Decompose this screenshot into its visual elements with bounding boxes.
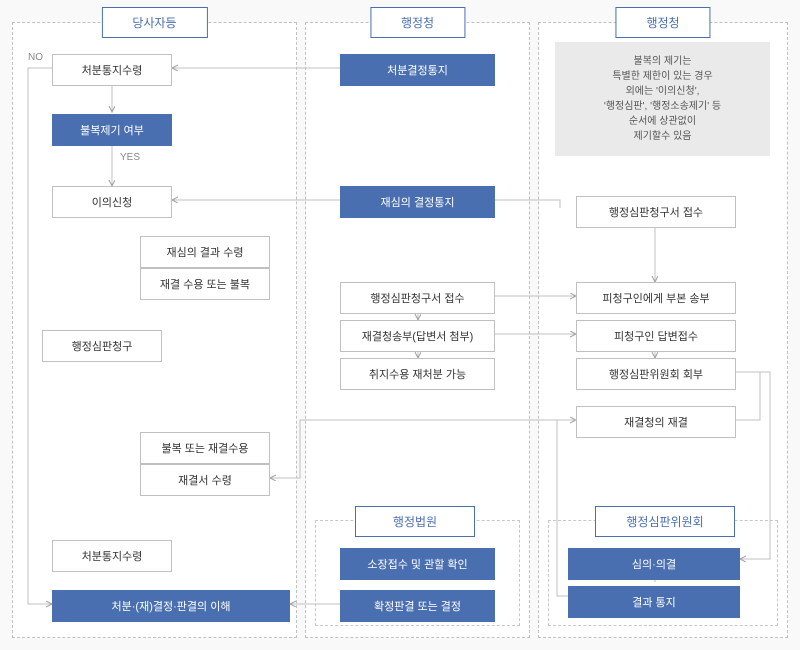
diagram-container: 당사자등 행정청 행정청 행정법원 행정심판위원회	[0, 0, 800, 650]
box-authority-decision: 재결청의 재결	[576, 406, 736, 438]
box-disposition-notice: 처분결정통지	[340, 54, 495, 86]
box-appeal-decision: 불복제기 여부	[52, 114, 172, 146]
box-understand-decision: 처분·(재)결정·판결의 이해	[52, 590, 290, 622]
box-appeal-receipt: 행정심판청구서 접수	[576, 196, 736, 228]
box-objection: 이의신청	[52, 186, 172, 218]
box-admin-appeal: 행정심판청구	[42, 330, 162, 362]
box-committee-refer: 행정심판위원회 회부	[576, 358, 736, 390]
box-receive-notice: 처분통지수령	[52, 54, 172, 86]
label-no: NO	[28, 52, 43, 63]
col3-header: 행정청	[615, 7, 710, 38]
box-receive-notice2: 처분통지수령	[52, 540, 172, 572]
box-redisposition: 취지수용 재처분 가능	[340, 358, 495, 390]
col2-header: 행정청	[370, 7, 465, 38]
box-decision-copy: 재결서 수령	[140, 464, 270, 496]
box-review-result: 재심의 결과 수령	[140, 236, 270, 268]
info-box: 불복의 제기는특별한 제한이 있는 경우외에는 '이의신청','행정심판', '…	[555, 42, 770, 156]
box-send-copy: 피청구인에게 부본 송부	[576, 282, 736, 314]
box-accept-or-appeal: 재결 수용 또는 불복	[140, 268, 270, 300]
col1-header: 당사자등	[101, 7, 207, 38]
box-appeal-or-accept: 불복 또는 재결수용	[140, 432, 270, 464]
label-yes: YES	[120, 152, 140, 163]
box-complaint-receipt: 소장접수 및 관할 확인	[340, 548, 495, 580]
box-deliberation: 심의·의결	[568, 548, 740, 580]
box-forward-answer: 재결청송부(답변서 첨부)	[340, 320, 495, 352]
sub-committee: 행정심판위원회	[595, 506, 735, 537]
box-receipt-appeal: 행정심판청구서 접수	[340, 282, 495, 314]
box-result-notice: 결과 통지	[568, 586, 740, 618]
sub-court: 행정법원	[355, 506, 475, 537]
box-review-notice: 재심의 결정통지	[340, 186, 495, 218]
box-answer-receipt: 피청구인 답변접수	[576, 320, 736, 352]
box-final-judgment: 확정판결 또는 결정	[340, 590, 495, 622]
